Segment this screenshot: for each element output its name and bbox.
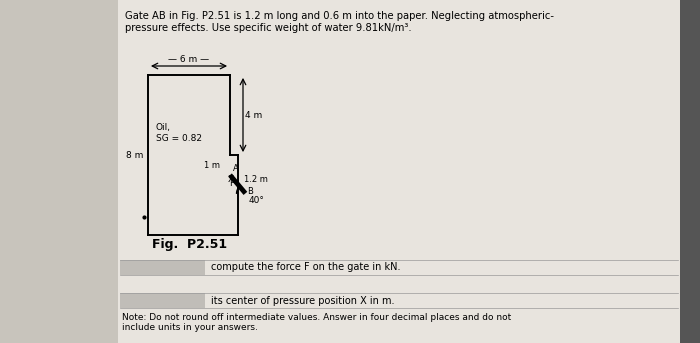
Text: F: F <box>229 179 234 188</box>
Text: A: A <box>233 164 239 173</box>
Text: Note: Do not round off intermediate values. Answer in four decimal places and do: Note: Do not round off intermediate valu… <box>122 313 511 332</box>
Text: Oil,: Oil, <box>156 123 171 132</box>
Text: its center of pressure position X in m.: its center of pressure position X in m. <box>211 296 395 306</box>
Bar <box>120 260 205 275</box>
Text: Gate AB in Fig. P2.51 is 1.2 m long and 0.6 m into the paper. Neglecting atmosph: Gate AB in Fig. P2.51 is 1.2 m long and … <box>125 11 554 33</box>
Text: — 6 m —: — 6 m — <box>169 55 209 64</box>
Text: Fig.  P2.51: Fig. P2.51 <box>153 238 228 251</box>
Bar <box>120 293 205 308</box>
Text: X: X <box>228 175 234 184</box>
Text: compute the force F on the gate in kN.: compute the force F on the gate in kN. <box>211 262 400 272</box>
FancyBboxPatch shape <box>680 0 700 343</box>
Text: 1 m: 1 m <box>204 161 220 169</box>
FancyBboxPatch shape <box>118 0 680 343</box>
Text: SG = 0.82: SG = 0.82 <box>156 134 202 143</box>
Text: B: B <box>247 187 253 197</box>
Text: 1.2 m: 1.2 m <box>244 175 267 184</box>
Text: 4 m: 4 m <box>245 110 262 119</box>
Text: 8 m: 8 m <box>125 151 143 159</box>
Text: 40°: 40° <box>248 197 265 205</box>
